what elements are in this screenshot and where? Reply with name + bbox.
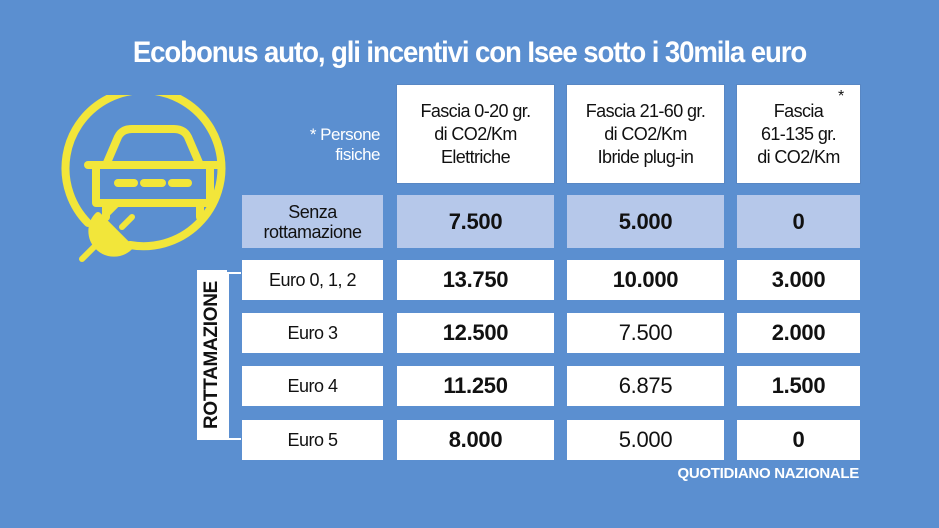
rottamazione-bracket — [227, 272, 241, 440]
label-line: rottamazione — [263, 221, 362, 242]
source-credit: QUOTIDIANO NAZIONALE — [677, 465, 860, 482]
senza-rottamazione-label: Senza rottamazione — [242, 195, 383, 248]
table-cell: 3.000 — [737, 260, 860, 300]
persone-fisiche-note: * Persone fisiche — [262, 125, 381, 165]
note-line: fisiche — [335, 145, 380, 164]
table-cell: 10.000 — [567, 260, 724, 300]
row-label-euro-3: Euro 3 — [242, 313, 383, 353]
column-header-21-60: Fascia 21-60 gr. di CO2/Km Ibride plug-i… — [567, 85, 724, 183]
table-cell: 12.500 — [397, 313, 554, 353]
rottamazione-label-box — [197, 270, 227, 440]
table-cell: 8.000 — [397, 420, 554, 460]
header-line: Fascia 21-60 gr. — [585, 100, 706, 121]
car-charging-plug-icon — [61, 95, 226, 262]
table-cell: 6.875 — [567, 366, 724, 406]
row-label-euro-0-1-2: Euro 0, 1, 2 — [242, 260, 383, 300]
rottamazione-label: ROTTAMAZIONE — [201, 280, 222, 430]
senza-value-21-60: 5.000 — [567, 195, 724, 248]
header-line: Fascia 0-20 gr. — [420, 100, 531, 121]
page-title: Ecobonus auto, gli incentivi con Isee so… — [132, 36, 807, 69]
header-line: di CO2/Km — [604, 123, 687, 144]
asterisk-mark: * — [838, 88, 845, 105]
table-cell: 5.000 — [567, 420, 724, 460]
header-line: Fascia — [773, 100, 824, 121]
header-line: Elettriche — [440, 146, 511, 167]
table-cell: 1.500 — [737, 366, 860, 406]
header-line: di CO2/Km — [757, 146, 840, 167]
senza-value-61-135: 0 — [737, 195, 860, 248]
table-cell: 11.250 — [397, 366, 554, 406]
header-line: Ibride plug-in — [597, 146, 694, 167]
table-cell: 13.750 — [397, 260, 554, 300]
column-header-0-20: Fascia 0-20 gr. di CO2/Km Elettriche — [397, 85, 554, 183]
table-cell: 0 — [737, 420, 860, 460]
note-line: * Persone — [309, 125, 381, 144]
table-cell: 7.500 — [567, 313, 724, 353]
header-line: 61-135 gr. — [760, 123, 837, 144]
column-header-61-135: Fascia 61-135 gr. di CO2/Km — [737, 85, 860, 183]
row-label-euro-5: Euro 5 — [242, 420, 383, 460]
label-line: Senza — [288, 201, 337, 222]
table-cell: 2.000 — [737, 313, 860, 353]
row-label-euro-4: Euro 4 — [242, 366, 383, 406]
header-line: di CO2/Km — [434, 123, 517, 144]
senza-value-0-20: 7.500 — [397, 195, 554, 248]
